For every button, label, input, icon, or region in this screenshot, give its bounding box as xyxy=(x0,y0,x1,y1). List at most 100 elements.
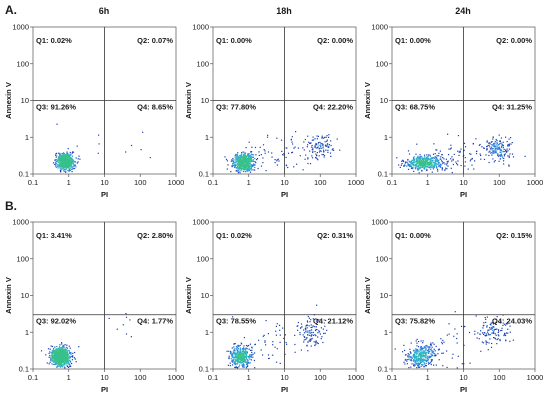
event-dot xyxy=(254,352,256,354)
event-dot xyxy=(498,335,500,337)
x-axis-label: PI xyxy=(281,385,288,394)
x-tick-label: 10 xyxy=(280,373,288,382)
event-dot xyxy=(306,327,308,329)
event-dot xyxy=(303,339,305,341)
event-dot xyxy=(248,356,250,359)
event-dot xyxy=(428,346,430,348)
quadrant-label-q4: Q4: 22.20% xyxy=(313,103,353,112)
event-dot xyxy=(65,167,67,169)
event-dot xyxy=(317,342,319,345)
event-dot xyxy=(483,324,485,326)
event-dot xyxy=(73,167,75,169)
event-dot xyxy=(429,163,431,165)
event-dot xyxy=(314,146,316,148)
event-dot xyxy=(421,157,423,159)
event-dot xyxy=(416,353,418,355)
event-dot xyxy=(239,155,241,157)
event-dot xyxy=(486,325,488,327)
event-dot xyxy=(232,157,234,160)
event-dot xyxy=(264,150,266,152)
event-dot xyxy=(427,164,429,166)
event-dot xyxy=(426,356,428,358)
event-dot xyxy=(460,164,462,167)
event-dot xyxy=(326,140,328,142)
event-dot xyxy=(321,135,323,137)
event-dot xyxy=(246,157,248,159)
event-dot xyxy=(507,328,509,330)
event-dot xyxy=(416,165,418,167)
y-tick-label: 1 xyxy=(205,328,209,337)
event-dot xyxy=(431,354,433,356)
event-dot xyxy=(457,150,459,152)
event-dot xyxy=(511,153,514,155)
event-dot xyxy=(66,154,68,156)
event-dot xyxy=(59,356,61,358)
event-dot xyxy=(404,349,406,351)
event-dot xyxy=(493,329,495,331)
event-dot xyxy=(240,161,242,163)
event-dot xyxy=(492,144,494,146)
event-dot xyxy=(452,159,454,161)
event-dot xyxy=(242,351,244,353)
event-dot xyxy=(58,360,60,363)
event-dot xyxy=(508,164,510,166)
event-dot xyxy=(64,155,66,157)
event-dot xyxy=(242,357,245,359)
event-dot xyxy=(324,144,327,146)
event-dot xyxy=(459,151,461,153)
event-dot xyxy=(57,159,59,161)
event-dot xyxy=(243,355,245,357)
event-dot xyxy=(59,167,61,169)
event-dot xyxy=(434,161,437,163)
event-dot xyxy=(247,356,249,358)
event-dot xyxy=(436,159,438,161)
event-dot xyxy=(242,170,244,172)
event-dot xyxy=(233,357,235,359)
event-dot xyxy=(419,161,421,163)
event-dot xyxy=(419,154,421,156)
event-dot xyxy=(402,160,405,163)
event-dot xyxy=(417,360,419,362)
event-dot xyxy=(425,345,427,347)
event-dot xyxy=(414,364,416,366)
event-dot xyxy=(433,164,435,166)
event-dot xyxy=(241,164,243,166)
event-dot xyxy=(480,154,482,157)
event-dot xyxy=(239,348,241,350)
event-dot xyxy=(251,156,253,158)
event-dot xyxy=(413,353,415,356)
event-dot xyxy=(416,159,418,161)
event-dot xyxy=(66,151,68,153)
event-dot xyxy=(322,341,324,344)
event-dot xyxy=(403,344,405,346)
event-dot xyxy=(61,343,63,345)
event-dot xyxy=(477,332,479,334)
event-dot xyxy=(242,359,244,361)
event-dot xyxy=(314,151,316,153)
event-dot xyxy=(58,162,60,164)
event-dot xyxy=(61,167,63,169)
event-dot xyxy=(412,165,414,167)
event-dot xyxy=(267,333,269,335)
event-dot xyxy=(501,327,503,329)
event-dot xyxy=(418,346,420,348)
event-dot xyxy=(435,163,438,165)
event-dot xyxy=(310,332,312,334)
event-dot xyxy=(404,363,406,365)
event-dot xyxy=(251,166,253,169)
event-dot xyxy=(451,357,453,359)
event-dot xyxy=(242,366,245,368)
event-dot xyxy=(239,356,241,358)
event-dot xyxy=(249,358,251,360)
event-dot xyxy=(66,159,68,161)
event-dot xyxy=(59,360,61,362)
event-dot xyxy=(510,137,512,139)
event-dot xyxy=(291,141,293,143)
event-dot xyxy=(72,352,74,354)
event-dot xyxy=(248,164,250,166)
event-dot xyxy=(55,159,57,161)
event-dot xyxy=(441,159,443,161)
event-dot xyxy=(503,155,505,157)
event-dot xyxy=(427,157,429,159)
event-dot xyxy=(450,167,452,169)
